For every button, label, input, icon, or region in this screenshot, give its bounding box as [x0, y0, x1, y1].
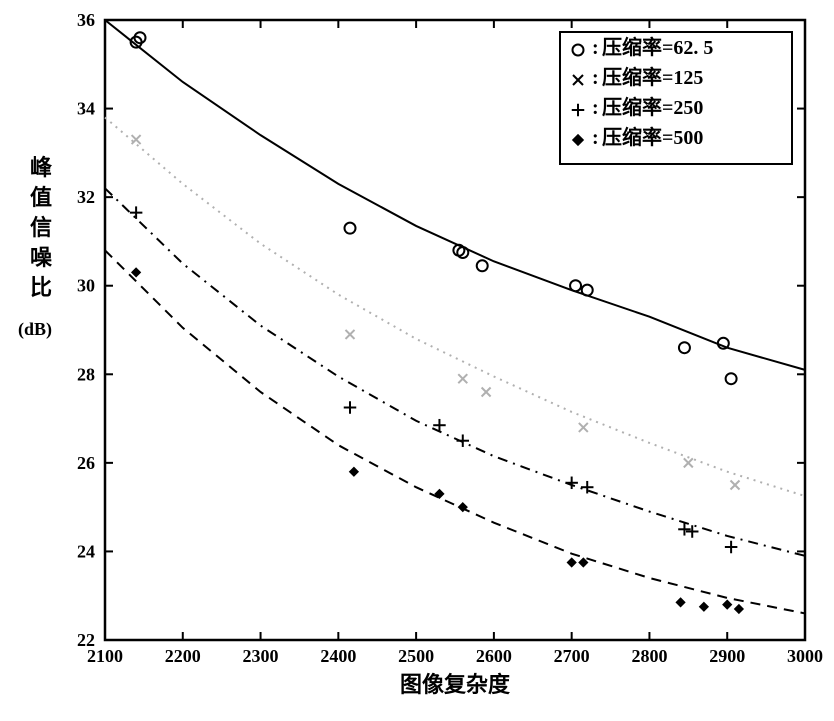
- x-tick-label: 2700: [554, 646, 590, 666]
- y-tick-label: 28: [77, 364, 95, 384]
- x-tick-label: 2300: [243, 646, 279, 666]
- legend-colon: :: [592, 67, 599, 89]
- circle-marker: [477, 260, 488, 271]
- circle-marker: [457, 247, 468, 258]
- x-tick-label: 2200: [165, 646, 201, 666]
- y-tick-label: 22: [77, 630, 95, 650]
- y-tick-label: 34: [77, 99, 95, 119]
- y-axis-unit: (dB): [18, 319, 52, 340]
- y-title-char: 比: [30, 275, 52, 300]
- y-title-char: 信: [30, 215, 52, 240]
- diamond-marker: [568, 559, 576, 567]
- legend-label: 压缩率=500: [602, 125, 703, 149]
- legend-label: 压缩率=62. 5: [602, 35, 713, 59]
- chart-container: 2100220023002400250026002700280029003000…: [0, 0, 834, 721]
- x-tick-label: 2600: [476, 646, 512, 666]
- x-tick-label: 2500: [398, 646, 434, 666]
- y-title-char: 噪: [30, 245, 53, 270]
- x-tick-label: 2800: [631, 646, 667, 666]
- x-tick-label: 2900: [709, 646, 745, 666]
- legend-item: :压缩率=125: [573, 65, 703, 89]
- legend-colon: :: [592, 97, 599, 119]
- circle-marker: [570, 280, 581, 291]
- diamond-marker: [132, 268, 140, 276]
- y-tick-label: 24: [77, 541, 95, 561]
- x-axis-title: 图像复杂度: [400, 672, 511, 697]
- legend-label: 压缩率=250: [602, 95, 703, 119]
- diamond-marker: [677, 598, 685, 606]
- y-tick-label: 32: [77, 187, 95, 207]
- circle-marker: [679, 342, 690, 353]
- circle-marker: [726, 373, 737, 384]
- x-tick-label: 3000: [787, 646, 823, 666]
- circle-marker: [345, 223, 356, 234]
- legend-item: :压缩率=500: [573, 125, 703, 149]
- diamond-marker: [723, 601, 731, 609]
- legend-item: :压缩率=62. 5: [573, 35, 714, 59]
- chart-svg: 2100220023002400250026002700280029003000…: [0, 0, 834, 721]
- legend: :压缩率=62. 5:压缩率=125:压缩率=250:压缩率=500: [560, 32, 792, 164]
- circle-marker: [582, 285, 593, 296]
- legend-label: 压缩率=125: [602, 65, 703, 89]
- y-title-char: 峰: [30, 155, 53, 180]
- diamond-marker: [735, 605, 743, 613]
- diamond-marker: [350, 468, 358, 476]
- y-tick-label: 36: [77, 10, 95, 30]
- diamond-marker: [579, 559, 587, 567]
- y-title-char: 值: [30, 185, 52, 210]
- series: [105, 250, 805, 613]
- fit-curve: [105, 250, 805, 613]
- y-tick-label: 26: [77, 453, 95, 473]
- x-tick-label: 2400: [320, 646, 356, 666]
- y-axis-title: 峰值信噪比: [30, 155, 53, 300]
- legend-colon: :: [592, 127, 599, 149]
- y-tick-label: 30: [77, 276, 95, 296]
- legend-colon: :: [592, 37, 599, 59]
- diamond-marker: [700, 603, 708, 611]
- legend-item: :压缩率=250: [572, 95, 704, 119]
